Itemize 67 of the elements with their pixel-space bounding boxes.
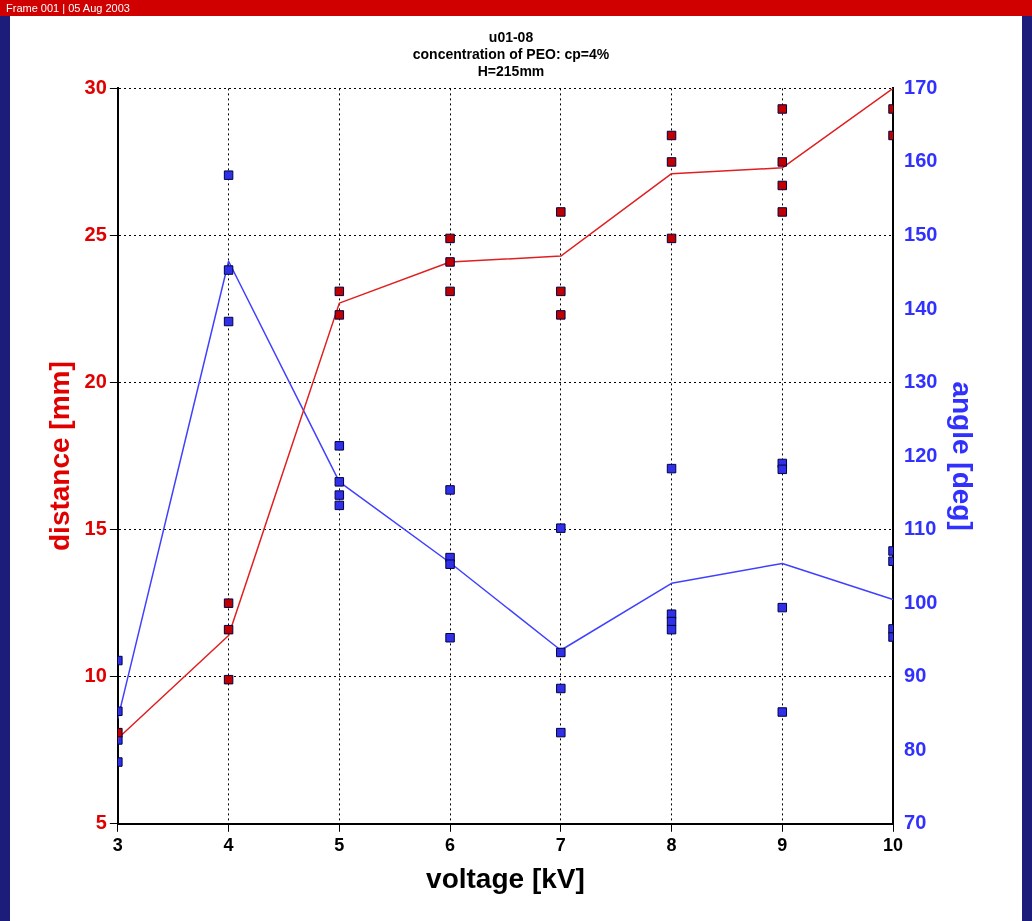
point — [556, 683, 566, 694]
point — [777, 157, 788, 167]
point — [445, 559, 455, 569]
y2-tick-label: 130 — [904, 370, 938, 393]
y2-tick-label: 70 — [904, 811, 927, 834]
y-tick-label: 20 — [84, 370, 107, 393]
x-tick-label: 6 — [445, 834, 456, 855]
point — [223, 624, 234, 635]
y2-tick-label: 160 — [904, 149, 938, 172]
point — [445, 633, 455, 643]
chart-title: u01-08 concentration of PEO: cp=4% H=215mm — [412, 29, 610, 79]
text: Frame 001 | 05 Aug 2003 — [0, 0, 1032, 16]
y-tick-label: 5 — [95, 811, 107, 834]
y2-axis-title: angle [deg] — [947, 381, 979, 531]
y2-tick-label: 80 — [904, 737, 927, 760]
y2-tick-label: 140 — [904, 296, 938, 319]
point — [666, 624, 677, 635]
y2-tick-label: 170 — [904, 75, 938, 98]
point — [334, 477, 345, 487]
x-tick-label: 9 — [777, 834, 788, 855]
point — [666, 130, 677, 141]
y2-tick-label: 120 — [904, 443, 938, 466]
y2-tick-label: 150 — [904, 223, 938, 245]
y2-tick-label: 110 — [904, 517, 937, 540]
point — [556, 727, 566, 738]
y2-tick-label: 100 — [904, 590, 938, 613]
x-tick-label: 10 — [883, 834, 904, 855]
point — [777, 180, 788, 191]
point — [223, 598, 234, 608]
y-tick-label: 25 — [84, 223, 107, 245]
point — [777, 464, 788, 475]
y-axis-title: distance [mm] — [43, 361, 75, 552]
x-tick-label: 5 — [334, 834, 345, 855]
point — [223, 170, 234, 180]
point — [777, 707, 788, 717]
point — [666, 233, 677, 244]
point — [666, 463, 677, 474]
point — [445, 257, 455, 267]
point — [556, 286, 566, 297]
point — [223, 265, 234, 275]
point — [334, 500, 345, 511]
point — [777, 104, 788, 114]
y2-tick-label: 90 — [904, 664, 927, 687]
x-tick-label: 8 — [666, 834, 677, 855]
y-tick-label: 30 — [84, 75, 107, 98]
point — [777, 602, 788, 613]
point — [556, 647, 566, 658]
point — [334, 286, 345, 297]
point — [223, 674, 234, 685]
x-tick-label: 3 — [112, 834, 123, 855]
point — [223, 316, 234, 327]
point — [334, 441, 345, 451]
point — [445, 286, 455, 297]
y-tick-label: 15 — [84, 517, 107, 540]
x-axis-title: voltage [kV] — [426, 862, 585, 894]
point — [445, 233, 455, 244]
point — [334, 310, 345, 320]
point — [445, 485, 455, 495]
point — [777, 207, 788, 217]
x-tick-label: 4 — [223, 834, 234, 855]
point — [334, 490, 345, 500]
point — [556, 310, 566, 320]
y-tick-label: 10 — [84, 664, 107, 687]
point — [666, 157, 677, 167]
point — [556, 207, 566, 217]
x-tick-label: 7 — [555, 834, 566, 855]
point — [556, 523, 566, 533]
